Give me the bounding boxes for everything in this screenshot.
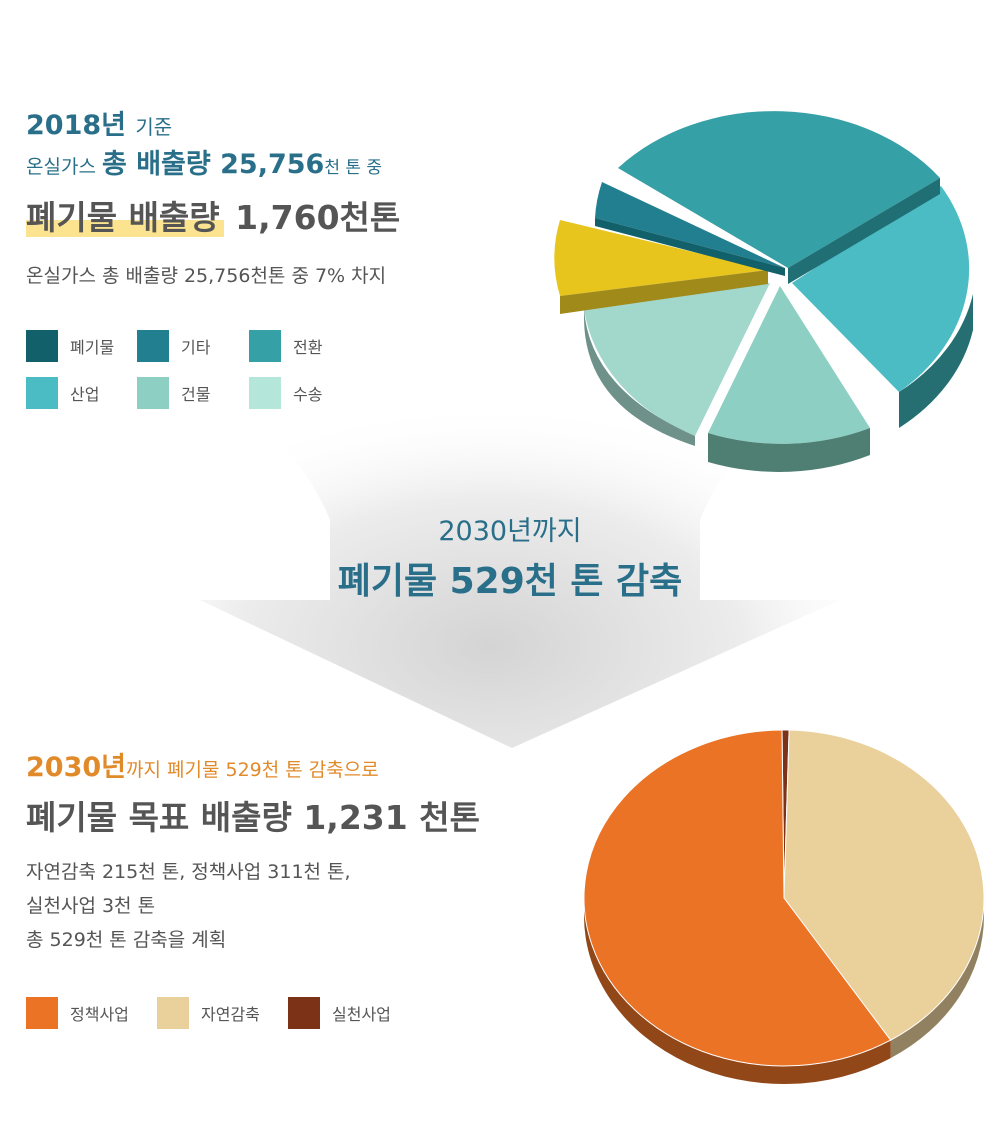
- pie-slice-transport: [708, 286, 870, 472]
- top-total-main: 총 배출량 25,756: [101, 149, 325, 180]
- legend-label: 산업: [70, 385, 100, 404]
- top-year-line: 2018년 기준: [26, 103, 172, 142]
- top-total-suffix: 천 톤 중: [324, 158, 383, 178]
- bottom-legend-item: 자연감축: [157, 997, 260, 1029]
- legend-label: 실천사업: [332, 1005, 391, 1024]
- top-waste-line: 폐기물 배출량 1,760천톤: [26, 191, 400, 239]
- pie-side-정책사업: [584, 898, 891, 1084]
- bottom-desc-line: 실천사업 3천 톤: [26, 895, 156, 917]
- legend-swatch: [26, 330, 58, 362]
- top-year-suffix: 기준: [135, 115, 173, 139]
- top-legend-item: 수송: [249, 377, 322, 409]
- middle-year: 2030년까지: [438, 516, 582, 547]
- bottom-legend-item: 정책사업: [26, 997, 129, 1029]
- pie-slice-waste: [554, 220, 768, 314]
- top-share-text: 온실가스 총 배출량 25,756천톤 중 7% 차지: [26, 265, 387, 287]
- legend-label: 정책사업: [70, 1005, 129, 1024]
- top-legend-item: 건물: [137, 377, 210, 409]
- top-total-line: 온실가스 총 배출량 25,756천 톤 중: [26, 142, 382, 181]
- legend-swatch: [26, 377, 58, 409]
- middle-main: 폐기물 529천 톤 감축: [337, 561, 683, 602]
- legend-swatch: [26, 997, 58, 1029]
- top-legend-item: 산업: [26, 377, 99, 409]
- legend-swatch: [157, 997, 189, 1029]
- legend-swatch: [249, 377, 281, 409]
- pie-slice-정책사업: [583, 729, 892, 1067]
- bottom-pie-chart: [583, 729, 985, 1084]
- bottom-year-line: 2030년까지 폐기물 529천 톤 감축으로: [26, 745, 379, 784]
- pie-slice-building: [584, 283, 770, 446]
- legend-swatch: [137, 377, 169, 409]
- legend-label: 폐기물: [70, 338, 115, 357]
- pie-side-자연감축: [890, 898, 984, 1059]
- top-legend-item: 기타: [137, 330, 210, 362]
- bottom-year: 2030년: [26, 752, 126, 783]
- pie-slice-transition: [618, 111, 940, 284]
- pie-slice-other: [595, 182, 785, 276]
- legend-label: 기타: [181, 338, 211, 357]
- top-year: 2018년: [26, 110, 126, 141]
- legend-label: 전환: [293, 338, 323, 357]
- bottom-desc-line: 총 529천 톤 감축을 계획: [26, 929, 227, 951]
- top-total-prefix: 온실가스: [26, 156, 96, 178]
- top-pie-chart: [554, 111, 973, 472]
- pie-slice-industry: [792, 186, 973, 428]
- legend-label: 자연감축: [201, 1005, 260, 1024]
- legend-label: 수송: [293, 385, 323, 404]
- legend-swatch: [137, 330, 169, 362]
- bottom-target-line: 폐기물 목표 배출량 1,231 천톤: [26, 798, 480, 837]
- legend-label: 건물: [181, 385, 211, 404]
- top-waste-highlight: 폐기물 배출량: [26, 198, 224, 237]
- legend-swatch: [288, 997, 320, 1029]
- top-legend-item: 전환: [249, 330, 322, 362]
- legend-swatch: [249, 330, 281, 362]
- top-legend-item: 폐기물: [26, 330, 114, 362]
- pie-slice-자연감축: [783, 729, 985, 1041]
- bottom-description: 자연감축 215천 톤, 정책사업 311천 톤, 실천사업 3천 톤 총 52…: [26, 855, 351, 957]
- bottom-desc-line: 자연감축 215천 톤, 정책사업 311천 톤,: [26, 861, 351, 883]
- bottom-year-suffix: 까지 폐기물 529천 톤 감축으로: [126, 759, 379, 781]
- bottom-legend-item: 실천사업: [288, 997, 391, 1029]
- top-waste-value: 1,760천톤: [235, 198, 401, 237]
